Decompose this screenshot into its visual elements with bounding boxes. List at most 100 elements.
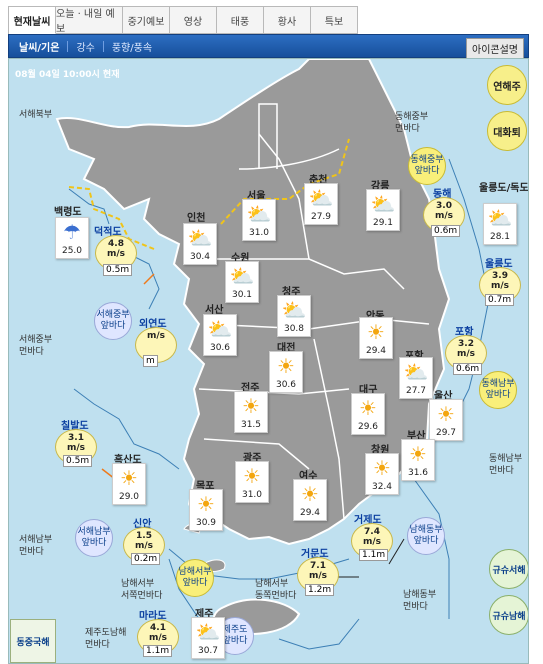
city-card-changwon[interactable]: ☀ 32.4 [365, 453, 399, 495]
partly-cloudy-icon: ⛅ [187, 226, 213, 250]
sea-label-jeju-namhae: 제주도남해 먼바다 [85, 628, 127, 650]
city-name-heuksando: 흑산도 [114, 455, 142, 466]
gyusu-seohae-button[interactable]: 규슈서해 [489, 549, 528, 589]
icon-legend-button[interactable]: 아이콘설명 [466, 38, 524, 59]
wave-sinan: 0.2m [131, 553, 161, 565]
subnav-precipitation[interactable]: 강수 [76, 42, 95, 54]
city-card-yeosu[interactable]: ☀ 29.4 [293, 479, 327, 521]
city-name-baengnyeongdo: 백령도 [54, 207, 82, 218]
subnav-divider [67, 40, 69, 52]
sea-label-namhae-seobu-east: 남해서부 동쪽먼바다 [255, 579, 297, 601]
city-card-jeonju[interactable]: ☀ 31.5 [234, 391, 268, 433]
sea-label-donghae-nambu: 동해남부 먼바다 [489, 454, 523, 476]
city-card-jeju[interactable]: ⛅ 30.7 [191, 617, 225, 659]
dongjung-button[interactable]: 동중국해 [10, 619, 56, 663]
partly-cloudy-icon: ⛅ [487, 206, 513, 230]
rain-icon: ☂ [63, 220, 81, 244]
city-card-ulleungdo[interactable]: ⛅ 28.1 [483, 203, 517, 245]
wave-geomundo: 1.2m [305, 584, 335, 596]
city-card-busan[interactable]: ☀ 31.6 [401, 439, 435, 481]
tab-typhoon[interactable]: 태풍 [217, 6, 264, 34]
city-card-seosan[interactable]: ⛅ 30.6 [203, 314, 237, 356]
tab-today-tomorrow[interactable]: 오늘 · 내일 예보 [56, 6, 123, 35]
sunny-icon: ☀ [367, 320, 385, 344]
sunny-icon: ☀ [242, 394, 260, 418]
city-card-gwangju[interactable]: ☀ 31.0 [235, 461, 269, 503]
buoy-name-oeyeondo: 외연도 [139, 319, 167, 330]
warning-seohae-nambu[interactable]: 서해남부 앞바다 [75, 519, 113, 557]
observation-timestamp: 08월 04일 10:00시 현재 [15, 70, 120, 80]
buoy-name-pohang: 포항 [455, 327, 474, 338]
buoy-name-deokjeokdo: 덕적도 [94, 227, 122, 238]
partly-cloudy-icon: ⛅ [207, 317, 233, 341]
city-name-daejeon: 대전 [277, 343, 296, 354]
partly-cloudy-icon: ⛅ [370, 192, 396, 216]
sunny-icon: ☀ [409, 442, 427, 466]
city-card-daejeon[interactable]: ☀ 30.6 [269, 351, 303, 393]
sea-label-seohae-nambu: 서해남부 먼바다 [19, 535, 53, 557]
city-name-jeonju: 전주 [241, 383, 260, 394]
city-name-incheon: 인천 [187, 213, 206, 224]
partly-cloudy-icon: ⛅ [403, 360, 429, 384]
sub-navigation: 날씨/기온 강수 풍향/풍속 아이콘설명 [8, 34, 529, 59]
warning-donghae-jungbu[interactable]: 동해중부 앞바다 [408, 147, 446, 185]
wave-marado: 1.1m [143, 645, 173, 657]
city-card-ulsan[interactable]: ☀ 29.7 [429, 399, 463, 441]
forecast-tabs: 현재날씨 오늘 · 내일 예보 중기예보 영상 태풍 황사 특보 [8, 6, 358, 35]
city-card-pohang[interactable]: ⛅ 27.7 [399, 357, 433, 399]
partly-cloudy-icon: ⛅ [195, 620, 221, 644]
warning-seohae-jungbu[interactable]: 서해중부 앞바다 [94, 302, 132, 340]
wave-geojedo: 1.1m [359, 549, 389, 561]
city-card-daegu[interactable]: ☀ 29.6 [351, 393, 385, 435]
city-card-incheon[interactable]: ⛅ 30.4 [183, 223, 217, 265]
city-name-jeju: 제주 [195, 609, 214, 620]
city-card-chuncheon[interactable]: ⛅ 27.9 [304, 183, 338, 225]
subnav-wind[interactable]: 풍향/풍속 [111, 42, 153, 54]
partly-cloudy-icon: ⛅ [281, 298, 307, 322]
tab-special-report[interactable]: 특보 [311, 6, 358, 34]
sunny-icon: ☀ [197, 492, 215, 516]
partly-cloudy-icon: ⛅ [308, 186, 334, 210]
yeonhaeju-button[interactable]: 연해주 [487, 65, 527, 105]
daehwatoe-button[interactable]: 대화퇴 [487, 111, 527, 151]
wave-donghae: 0.6m [431, 225, 461, 237]
sunny-icon: ☀ [120, 466, 138, 490]
buoy-name-geomundo: 거문도 [301, 549, 329, 560]
warning-namhae-seobu[interactable]: 남해서부 앞바다 [176, 559, 214, 597]
tab-video[interactable]: 영상 [170, 6, 217, 34]
city-card-seoul[interactable]: ⛅ 31.0 [242, 199, 276, 241]
city-name-ulleungdo: 울릉도/독도 [479, 183, 529, 194]
city-card-suwon[interactable]: ⛅ 30.1 [225, 261, 259, 303]
tab-mid-term[interactable]: 중기예보 [123, 6, 170, 34]
sunny-icon: ☀ [359, 396, 377, 420]
tab-current-weather[interactable]: 현재날씨 [9, 6, 56, 34]
city-name-chuncheon: 춘천 [309, 175, 328, 186]
city-name-gangneung: 강릉 [371, 181, 390, 192]
subnav-weather-temp[interactable]: 날씨/기온 [19, 42, 60, 54]
sunny-icon: ☀ [373, 456, 391, 480]
city-name-seosan: 서산 [205, 305, 224, 316]
city-name-andong: 안동 [366, 307, 384, 322]
city-card-andong[interactable]: ☀ 29.4 [359, 317, 393, 359]
wave-deokjeokdo: 0.5m [103, 264, 133, 276]
wave-ulleungdo: 0.7m [485, 294, 515, 306]
city-card-heuksando[interactable]: ☀ 29.0 [112, 463, 146, 505]
city-name-pohang: 포항 [405, 347, 423, 362]
city-card-gangneung[interactable]: ⛅ 29.1 [366, 189, 400, 231]
gyusu-namhae-button[interactable]: 규슈남해 [489, 595, 528, 635]
city-card-baengnyeongdo[interactable]: ☂ 25.0 [55, 217, 89, 259]
city-name-yeosu: 여수 [299, 471, 318, 482]
city-card-cheongju[interactable]: ⛅ 30.8 [277, 295, 311, 337]
weather-map: 08월 04일 10:00시 현재 서해북부 서해중부 먼바다 서해남부 먼바다 동… [8, 58, 529, 664]
buoy-name-chilbaldo: 칠발도 [61, 421, 89, 432]
buoy-name-geojedo: 거제도 [354, 515, 382, 526]
city-name-ulsan: 울산 [434, 391, 453, 402]
city-card-mokpo[interactable]: ☀ 30.9 [189, 489, 223, 531]
subnav-divider [102, 40, 104, 52]
warning-donghae-nambu[interactable]: 동해남부 앞바다 [479, 371, 517, 409]
city-name-busan: 부산 [407, 431, 426, 442]
warning-namhae-dongbu[interactable]: 남해동부 앞바다 [407, 517, 445, 555]
partly-cloudy-icon: ⛅ [246, 202, 272, 226]
tab-yellow-dust[interactable]: 황사 [264, 6, 311, 34]
city-name-seoul: 서울 [247, 191, 266, 202]
